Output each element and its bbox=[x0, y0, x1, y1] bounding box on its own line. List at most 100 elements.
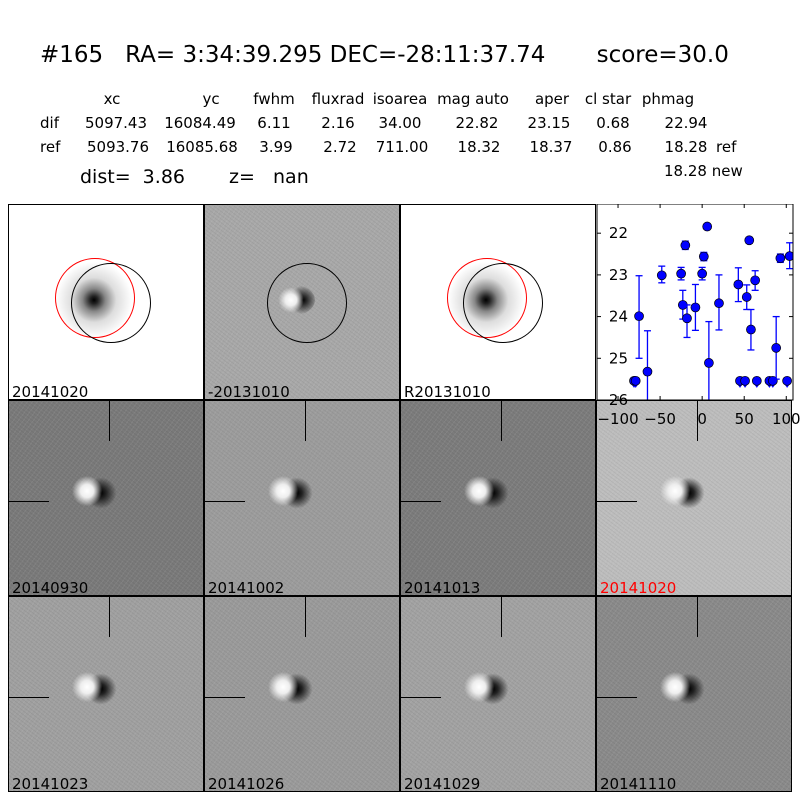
crosshair-vertical bbox=[305, 401, 306, 441]
y-tick-label: 25 bbox=[609, 349, 628, 367]
data-point bbox=[697, 268, 708, 279]
table-cell: 711.00 bbox=[375, 138, 429, 156]
table-cell: 18.32 bbox=[457, 138, 501, 156]
column-header: cl star bbox=[584, 90, 632, 108]
table-cell: 22.94 bbox=[664, 114, 708, 132]
panel-date-label: 20141020 bbox=[12, 383, 89, 400]
column-header: phmag bbox=[641, 90, 695, 108]
crosshair-horizontal bbox=[9, 697, 49, 698]
epoch-cutout-panel: 20141029 bbox=[400, 596, 596, 792]
panel-date-label: 20141026 bbox=[208, 775, 285, 792]
data-point bbox=[634, 311, 644, 322]
x-tick-label: −50 bbox=[644, 410, 676, 428]
residual-blob bbox=[71, 471, 117, 511]
black-aperture-circle bbox=[463, 263, 543, 343]
data-point bbox=[676, 268, 686, 279]
residual-blob bbox=[267, 667, 313, 707]
residual-blob bbox=[659, 667, 705, 707]
table-cell: 0.86 bbox=[598, 138, 632, 156]
column-header: fluxrad bbox=[311, 90, 365, 108]
column-header: mag auto bbox=[437, 90, 509, 108]
data-point bbox=[784, 251, 793, 261]
epoch-cutout-panel: 20141020 bbox=[596, 400, 792, 596]
residual-blob bbox=[463, 471, 509, 511]
data-point bbox=[775, 253, 786, 264]
table-cell: 5097.43 bbox=[84, 114, 148, 132]
crosshair-horizontal bbox=[205, 501, 245, 502]
data-point bbox=[656, 270, 667, 281]
panel-date-label: 20141002 bbox=[208, 579, 285, 596]
panel-date-label: R20131010 bbox=[404, 383, 491, 400]
residual-blob bbox=[463, 667, 509, 707]
y-tick-label: 22 bbox=[609, 224, 628, 242]
column-header: isoarea bbox=[372, 90, 428, 108]
data-point bbox=[642, 366, 653, 377]
new-image-panel: 20141020 bbox=[8, 204, 204, 400]
x-tick-label: −100 bbox=[597, 410, 638, 428]
data-point bbox=[771, 343, 782, 353]
data-point bbox=[630, 375, 641, 386]
column-header: fwhm bbox=[253, 90, 295, 108]
z-value: z= nan bbox=[229, 166, 309, 188]
panel-date-label: 20141023 bbox=[12, 775, 89, 792]
table-cell: 6.11 bbox=[257, 114, 291, 132]
plot-marks bbox=[629, 221, 793, 400]
x-tick-label: 0 bbox=[697, 410, 707, 428]
crosshair-vertical bbox=[501, 401, 502, 441]
table-cell: 5093.76 bbox=[86, 138, 150, 156]
panel-date-label: 20141020 bbox=[600, 579, 677, 596]
phmag-new: 18.28 new bbox=[664, 162, 743, 180]
row-label: dif bbox=[40, 114, 59, 132]
data-point bbox=[751, 375, 762, 386]
data-point bbox=[740, 375, 750, 386]
residual-blob bbox=[267, 471, 313, 511]
crosshair-horizontal bbox=[597, 697, 637, 698]
crosshair-vertical bbox=[697, 401, 698, 441]
data-point bbox=[698, 251, 709, 262]
table-cell: 3.99 bbox=[259, 138, 293, 156]
data-point bbox=[741, 292, 752, 302]
y-tick-label: 24 bbox=[609, 308, 628, 326]
panel-date-label: 20141110 bbox=[600, 775, 677, 792]
crosshair-horizontal bbox=[401, 501, 441, 502]
epoch-cutout-panel: 20141023 bbox=[8, 596, 204, 792]
table-cell: 0.68 bbox=[596, 114, 630, 132]
panel-date-label: 20140930 bbox=[12, 579, 89, 596]
table-cell: 18.37 bbox=[529, 138, 573, 156]
candidate-title: #165 RA= 3:34:39.295 DEC=-28:11:37.74 sc… bbox=[40, 42, 729, 68]
data-point bbox=[782, 375, 792, 386]
y-tick-label: 23 bbox=[609, 266, 628, 284]
table-cell: 2.16 bbox=[321, 114, 355, 132]
column-header: xc bbox=[103, 90, 121, 108]
column-header: aper bbox=[534, 90, 570, 108]
row-suffix: ref bbox=[716, 138, 737, 156]
data-point bbox=[690, 302, 701, 313]
column-header: yc bbox=[202, 90, 220, 108]
data-point bbox=[682, 313, 692, 324]
data-point bbox=[714, 298, 724, 309]
table-cell: 18.28 bbox=[664, 138, 708, 156]
reference-image-panel: R20131010 bbox=[400, 204, 596, 400]
data-point bbox=[704, 358, 714, 368]
crosshair-vertical bbox=[109, 401, 110, 441]
x-tick-label: 100 bbox=[772, 410, 800, 428]
x-tick-label: 50 bbox=[735, 410, 754, 428]
crosshair-horizontal bbox=[9, 501, 49, 502]
panel-date-label: -20131010 bbox=[208, 383, 290, 400]
table-cell: 23.15 bbox=[527, 114, 571, 132]
plot-frame bbox=[596, 204, 794, 401]
residual-blob bbox=[659, 471, 705, 511]
data-point bbox=[746, 324, 756, 335]
row-label: ref bbox=[40, 138, 61, 156]
dist-value: dist= 3.86 bbox=[80, 166, 185, 188]
crosshair-vertical bbox=[501, 597, 502, 637]
epoch-cutout-panel: 20141013 bbox=[400, 400, 596, 596]
data-point bbox=[744, 235, 755, 246]
difference-image-panel: -20131010 bbox=[204, 204, 400, 400]
data-point bbox=[750, 275, 760, 286]
epoch-cutout-panel: 20141002 bbox=[204, 400, 400, 596]
crosshair-horizontal bbox=[205, 697, 245, 698]
black-aperture-circle bbox=[267, 263, 347, 343]
table-cell: 22.82 bbox=[455, 114, 499, 132]
